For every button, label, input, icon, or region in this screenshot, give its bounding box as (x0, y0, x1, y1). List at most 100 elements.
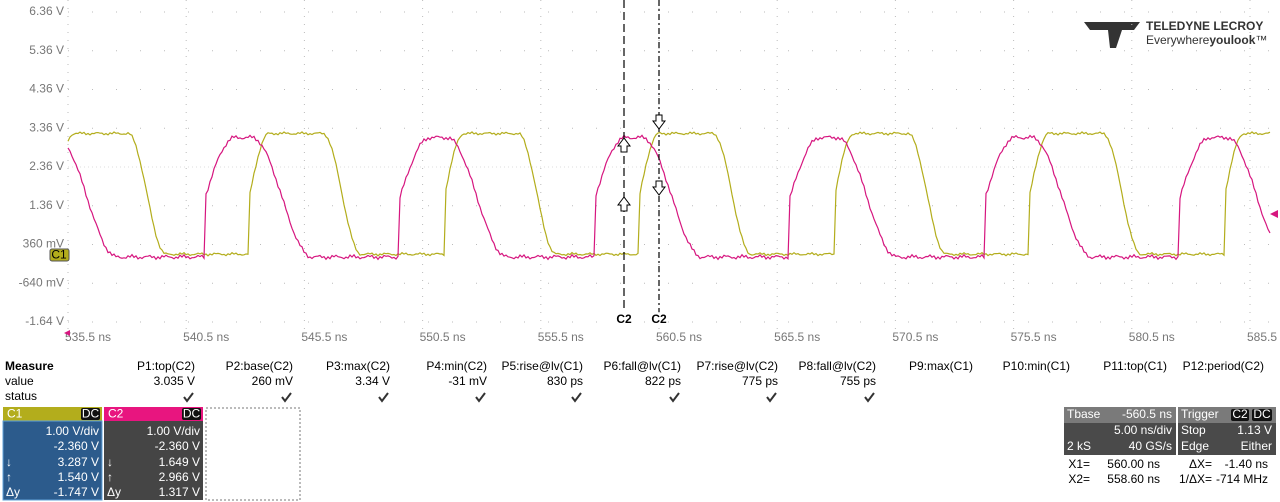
measure-value: 775 ps (742, 374, 778, 388)
measure-value: 3.035 V (154, 374, 195, 388)
x-axis-label: 585.5 ns (1247, 330, 1280, 344)
tbase-delay: -560.5 ns (1122, 407, 1172, 421)
cursor-value: 3.287 V (58, 455, 99, 469)
offset: -2.360 V (155, 439, 200, 453)
status-check (183, 392, 194, 403)
status-check (281, 392, 292, 403)
cursor-value: 1.317 V (159, 485, 200, 499)
offset: -2.360 V (54, 439, 99, 453)
x-axis-label: 535.5 ns (65, 330, 111, 344)
readout-value: 558.60 ns (1107, 472, 1160, 486)
y-axis-label: 5.36 V (29, 43, 64, 57)
measure-value: 830 ps (547, 374, 583, 388)
readout-label: X1= (1068, 457, 1090, 471)
measure-value: -31 mV (448, 374, 487, 388)
x-axis-label: 560.5 ns (656, 330, 702, 344)
cursor-label: C2 (616, 312, 632, 326)
channel-body (2, 420, 103, 501)
cursor-symbol: ↑ (6, 470, 12, 484)
measure-row-label: status (5, 389, 37, 403)
channel-name: C1 (7, 407, 23, 421)
readout-delta-label: 1/ΔX= (1179, 472, 1212, 486)
cursor-symbol: ↑ (107, 470, 113, 484)
readout-delta-label: ΔX= (1189, 457, 1212, 471)
cursor-symbol: Δy (6, 485, 20, 499)
trigger-coupling: DC (1253, 407, 1271, 421)
x-axis-label: 540.5 ns (183, 330, 229, 344)
coupling-label: DC (82, 407, 100, 421)
measure-column: P10:min(C1) (1003, 359, 1070, 373)
measure-row-label: value (5, 374, 34, 388)
cursor-label: C2 (651, 312, 667, 326)
y-axis-label: 2.36 V (29, 159, 64, 173)
x-axis-label: 550.5 ns (420, 330, 466, 344)
volts-div: 1.00 V/div (46, 424, 99, 438)
trigger-coupling-badge (1252, 409, 1272, 421)
measure-value: 822 ps (645, 374, 681, 388)
channel-header (3, 407, 102, 421)
cursor-value: 1.649 V (159, 455, 200, 469)
measure-column: P3:max(C2) (326, 359, 390, 373)
logo-tagline-part: ™ (1255, 33, 1267, 47)
x-axis-label: 580.5 ns (1129, 330, 1175, 344)
logo-tagline: Everywhereyoulook™ (1146, 33, 1267, 47)
readout-value: 560.00 ns (1107, 457, 1160, 471)
y-axis-label: 1.36 V (29, 198, 64, 212)
trigger-title: Trigger (1181, 407, 1219, 421)
status-check (669, 392, 680, 403)
cursor-value: 1.540 V (58, 470, 99, 484)
measure-value: 755 ps (840, 374, 876, 388)
status-check (378, 392, 389, 403)
logo-mark (1084, 22, 1140, 48)
trigger-source: C2 (1232, 407, 1248, 421)
y-axis-label: 360 mV (23, 237, 64, 251)
c2-offset-marker (1270, 210, 1278, 218)
volts-div: 1.00 V/div (147, 424, 200, 438)
measure-column: P2:base(C2) (226, 359, 293, 373)
coupling-badge (81, 408, 100, 420)
measure-column: P6:fall@lv(C1) (603, 359, 681, 373)
coupling-label: DC (183, 407, 201, 421)
readout-delta-value: -1.40 ns (1225, 457, 1268, 471)
cursor-value: 2.966 V (159, 470, 200, 484)
measure-column: P11:top(C1) (1103, 359, 1167, 373)
measure-value: 260 mV (252, 374, 293, 388)
cursor-arrow (652, 114, 666, 130)
channel-name: C2 (108, 407, 124, 421)
cursor-arrow (652, 180, 666, 196)
x-axis-label: 575.5 ns (1011, 330, 1057, 344)
channel-body (104, 421, 203, 500)
tbase-rate: 40 GS/s (1129, 439, 1172, 453)
logo (1084, 22, 1140, 48)
cursor-value: -1.747 V (54, 485, 99, 499)
measure-column: P4:min(C2) (426, 359, 487, 373)
y-axis-label: -640 mV (19, 275, 64, 289)
waveform-c2 (67, 134, 1271, 261)
y-axis-label: 4.36 V (29, 82, 64, 96)
cursor-symbol: Δy (107, 485, 121, 499)
trigger-source-badge (1231, 409, 1249, 421)
trigger-body (1178, 423, 1276, 455)
logo-brand: TELEDYNE LECROY (1146, 19, 1263, 33)
measure-title: Measure (5, 359, 54, 373)
measure-column: P9:max(C1) (909, 359, 973, 373)
trigger-level: 1.13 V (1237, 423, 1272, 437)
trigger-mode: Stop (1181, 423, 1206, 437)
coupling-badge (182, 408, 201, 420)
y-axis-label: 3.36 V (29, 120, 64, 134)
ground-marker (49, 248, 70, 262)
x-axis-label: 565.5 ns (774, 330, 820, 344)
x-axis-label: 545.5 ns (301, 330, 347, 344)
measure-column: P7:rise@lv(C2) (696, 359, 778, 373)
x-axis-label: 570.5 ns (892, 330, 938, 344)
cursor-arrow (617, 137, 631, 153)
y-axis-label: 6.36 V (29, 4, 64, 18)
measure-column: P5:rise@lv(C1) (501, 359, 583, 373)
waveform-c1 (67, 131, 1271, 257)
status-check (475, 392, 486, 403)
tbase-samples: 2 kS (1067, 439, 1091, 453)
trigger-slope: Either (1241, 439, 1272, 453)
trigger-marker (64, 330, 70, 336)
status-check (766, 392, 777, 403)
